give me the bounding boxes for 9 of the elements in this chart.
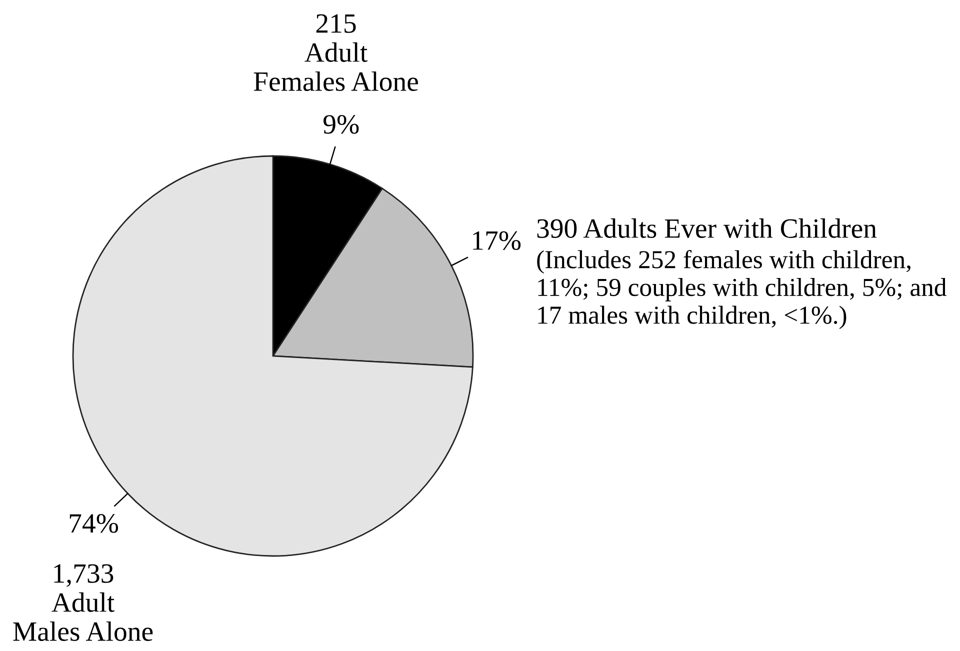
- data-label: 215: [316, 14, 356, 33]
- slice-label: Adult Males Alone: [13, 592, 153, 641]
- text: 17%: [473, 231, 521, 250]
- data-label: 1,733: [54, 564, 114, 587]
- slice-label: Adult Females Alone: [254, 42, 418, 91]
- slice-label: 390 Adults Ever with Children: [537, 218, 877, 238]
- text: 9%: [324, 114, 359, 134]
- text: (Includes 252 females with children, 11%; 59 couples with children, 5%; and 17 males with children, <1%.): [537, 250, 946, 330]
- text: 74%: [70, 514, 118, 533]
